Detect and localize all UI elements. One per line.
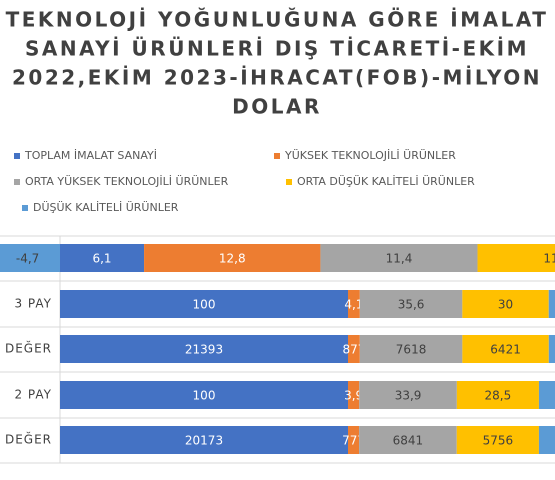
bar-segment (548, 290, 555, 318)
bar-segment (359, 290, 463, 318)
data-label: 100 (193, 389, 216, 403)
legend-swatch (274, 153, 280, 159)
bar-segment (60, 426, 348, 454)
bar-segment (348, 290, 360, 318)
bar-segment (538, 426, 555, 454)
chart-title: SANAYİ ÜRÜNLERİ DIŞ TİCARETİ-EKİM (25, 37, 529, 61)
data-label: 7618 (396, 343, 427, 357)
data-label: 877 (342, 343, 365, 357)
bar-segment (348, 426, 360, 454)
bar-segment (359, 335, 463, 363)
data-label: 20173 (185, 434, 223, 448)
legend-label: ORTA YÜKSEK TEKNOLOJİLİ ÜRÜNLER (25, 175, 229, 188)
chart-title: TEKNOLOJİ YOĞUNLUĞUNA GÖRE İMALAT (6, 8, 549, 32)
bar-segment (359, 426, 457, 454)
data-label: 11,4 (386, 252, 413, 266)
legend-swatch (22, 205, 28, 211)
legend-label: DÜŞÜK KALİTELİ ÜRÜNLER (33, 201, 179, 214)
bar-segment (456, 426, 539, 454)
bar-segment (60, 335, 348, 363)
category-label: DEĞER (5, 341, 52, 356)
data-label: 6,1 (92, 252, 111, 266)
bar-segment (0, 244, 60, 272)
bar-segment (548, 335, 555, 363)
bar-segment (60, 290, 348, 318)
data-label: 5756 (483, 434, 514, 448)
bar-segment (348, 381, 360, 409)
chart-title: 2022,EKİM 2023-İHRACAT(FOB)-MİLYON (12, 66, 542, 90)
category-label: DEĞER (5, 432, 52, 447)
data-label: 33,9 (395, 389, 422, 403)
bar-segment (359, 381, 457, 409)
data-label: 35,6 (398, 298, 425, 312)
legend-label: YÜKSEK TEKNOLOJİLİ ÜRÜNLER (284, 149, 456, 162)
bar-segment (538, 381, 555, 409)
chart-title: DOLAR (232, 95, 322, 119)
bar-segment (320, 244, 478, 272)
data-label: 6421 (490, 343, 521, 357)
data-label: 28,5 (485, 389, 512, 403)
bar-segment (60, 381, 348, 409)
legend-label: TOPLAM İMALAT SANAYİ (24, 149, 157, 162)
bar-segment (462, 290, 549, 318)
data-label: 21393 (185, 343, 223, 357)
legend-swatch (14, 179, 20, 185)
data-label: 30 (498, 298, 513, 312)
legend-label: ORTA DÜŞÜK KALİTELİ ÜRÜNLER (297, 175, 475, 188)
bar-segment (456, 381, 539, 409)
category-label: 3 PAY (14, 297, 52, 311)
data-label: -4,7 (16, 252, 39, 266)
data-label: 4,1 (344, 298, 363, 312)
bar-segment (60, 244, 145, 272)
legend-swatch (14, 153, 20, 159)
bar-segment (144, 244, 321, 272)
bar-segment (477, 244, 555, 272)
data-label: 3,9 (344, 389, 363, 403)
category-label: 2 PAY (14, 388, 52, 402)
legend-swatch (286, 179, 292, 185)
bar-segment (348, 335, 360, 363)
data-label: 11,5 (543, 252, 555, 266)
data-label: 100 (193, 298, 216, 312)
data-label: 6841 (393, 434, 424, 448)
data-label: 12,8 (219, 252, 246, 266)
bar-segment (462, 335, 549, 363)
